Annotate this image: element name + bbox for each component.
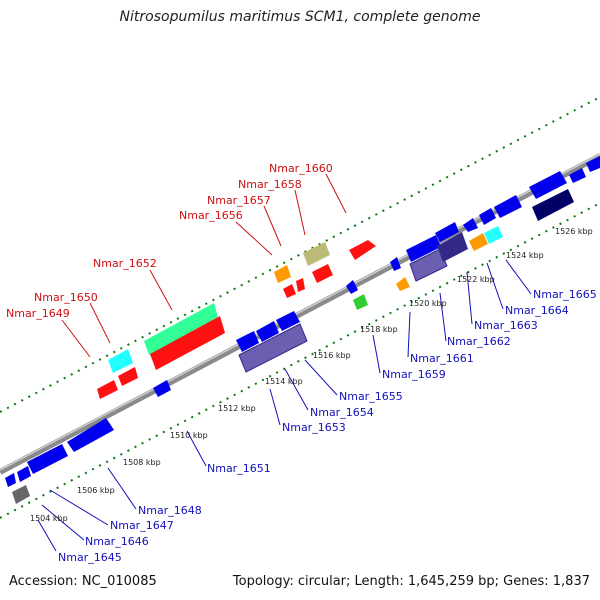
label-nmar-1653[interactable]: Nmar_1653 bbox=[282, 421, 346, 434]
tick-label: 1526 kbp bbox=[555, 227, 593, 236]
label-nmar-1662[interactable]: Nmar_1662 bbox=[447, 335, 511, 348]
tick-label: 1512 kbp bbox=[218, 404, 256, 413]
gene-nmar-1652a[interactable] bbox=[144, 303, 218, 355]
label-nmar-1646[interactable]: Nmar_1646 bbox=[85, 535, 149, 548]
gene-nmar-1665b[interactable] bbox=[529, 171, 567, 199]
gene-nmar-1663[interactable] bbox=[469, 233, 488, 251]
label-nmar-1663[interactable]: Nmar_1663 bbox=[474, 319, 538, 332]
accession-text: Accession: NC_010085 bbox=[9, 574, 157, 589]
gene-nmar-1654[interactable] bbox=[276, 311, 300, 331]
gene-nmar-1660[interactable] bbox=[349, 240, 376, 260]
gene-nmar-1649b[interactable] bbox=[118, 367, 138, 386]
label-nmar-1660[interactable]: Nmar_1660 bbox=[269, 162, 333, 175]
gene-nmar-1662[interactable] bbox=[437, 232, 468, 262]
label-nmar-1648[interactable]: Nmar_1648 bbox=[138, 504, 202, 517]
upper-dotted-track bbox=[0, 96, 600, 413]
bottom-leader-lines bbox=[37, 259, 532, 552]
label-nmar-1655[interactable]: Nmar_1655 bbox=[339, 390, 403, 403]
gene-nmar-1658b[interactable] bbox=[303, 242, 330, 266]
label-nmar-1665[interactable]: Nmar_1665 bbox=[533, 288, 597, 301]
gene-nmar-1664c[interactable] bbox=[494, 195, 522, 218]
label-nmar-1658[interactable]: Nmar_1658 bbox=[238, 178, 302, 191]
gene-nmar-1649[interactable] bbox=[97, 380, 118, 399]
gene-nmar-1646[interactable] bbox=[5, 473, 16, 487]
gene-nmar-1658[interactable] bbox=[312, 264, 333, 283]
tick-label: 1518 kbp bbox=[360, 325, 398, 334]
label-nmar-1650[interactable]: Nmar_1650 bbox=[34, 291, 98, 304]
gene-nmar-1651[interactable] bbox=[153, 380, 171, 397]
gene-nmar-1647[interactable] bbox=[27, 444, 68, 474]
gene-nmar-1650[interactable] bbox=[108, 349, 133, 373]
gene-nmar-1656[interactable] bbox=[274, 265, 291, 283]
gene-nmar-1664[interactable] bbox=[484, 226, 503, 244]
label-nmar-1659[interactable]: Nmar_1659 bbox=[382, 368, 446, 381]
tick-label: 1510 kbp bbox=[170, 431, 208, 440]
label-nmar-1657[interactable]: Nmar_1657 bbox=[207, 194, 271, 207]
gene-nmar-1648[interactable] bbox=[67, 418, 114, 452]
label-nmar-1645[interactable]: Nmar_1645 bbox=[58, 551, 122, 564]
tick-label: 1504 kbp bbox=[30, 514, 68, 523]
gene-nmar-1659b[interactable] bbox=[353, 294, 368, 310]
genome-summary-text: Topology: circular; Length: 1,645,259 bp… bbox=[232, 574, 590, 589]
label-nmar-1651[interactable]: Nmar_1651 bbox=[207, 462, 271, 475]
gene-nmar-1661c[interactable] bbox=[406, 235, 441, 262]
gene-nmar-1661a[interactable] bbox=[390, 257, 401, 271]
tick-label: 1524 kbp bbox=[506, 251, 544, 260]
top-leader-lines bbox=[61, 173, 347, 358]
gene-nmar-1657[interactable] bbox=[283, 284, 296, 298]
gene-nmar-1663b[interactable] bbox=[463, 218, 478, 232]
gene-nmar-1652b[interactable] bbox=[150, 316, 225, 370]
label-nmar-1661[interactable]: Nmar_1661 bbox=[410, 352, 474, 365]
tick-label: 1506 kbp bbox=[77, 486, 115, 495]
tick-label: 1508 kbp bbox=[123, 458, 161, 467]
gene-nmar-1662b[interactable] bbox=[435, 222, 459, 242]
label-nmar-1656[interactable]: Nmar_1656 bbox=[179, 209, 243, 222]
gene-nmar-1655[interactable] bbox=[238, 323, 308, 373]
label-nmar-1654[interactable]: Nmar_1654 bbox=[310, 406, 374, 419]
label-nmar-1652[interactable]: Nmar_1652 bbox=[93, 257, 157, 270]
tick-label: 1520 kbp bbox=[409, 299, 447, 308]
gene-nmar-1653a[interactable] bbox=[236, 331, 259, 352]
label-nmar-1649[interactable]: Nmar_1649 bbox=[6, 307, 70, 320]
gene-nmar-1645[interactable] bbox=[12, 485, 30, 504]
upper-strand-genes bbox=[97, 240, 376, 399]
lower-dotted-track bbox=[0, 202, 600, 519]
gene-nmar-1665[interactable] bbox=[532, 189, 574, 221]
tick-label: 1514 kbp bbox=[265, 377, 303, 386]
label-nmar-1647[interactable]: Nmar_1647 bbox=[110, 519, 174, 532]
gene-nmar-1659a[interactable] bbox=[346, 280, 358, 294]
gene-nmar-1646b[interactable] bbox=[17, 466, 31, 482]
gene-nmar-1665d[interactable] bbox=[586, 156, 600, 172]
lower-strand-genes bbox=[5, 156, 600, 504]
tick-label: 1516 kbp bbox=[313, 351, 351, 360]
gene-nmar-1657b[interactable] bbox=[296, 278, 305, 292]
gene-nmar-1664b[interactable] bbox=[479, 208, 496, 225]
label-nmar-1664[interactable]: Nmar_1664 bbox=[505, 304, 569, 317]
gene-nmar-1661d[interactable] bbox=[409, 248, 448, 282]
gene-nmar-1661b[interactable] bbox=[396, 277, 410, 291]
genome-title: Nitrosopumilus maritimus SCM1, complete … bbox=[119, 9, 481, 25]
tick-label: 1522 kbp bbox=[457, 275, 495, 284]
gene-nmar-1653b[interactable] bbox=[256, 321, 279, 342]
gene-nmar-1665c[interactable] bbox=[569, 168, 586, 183]
